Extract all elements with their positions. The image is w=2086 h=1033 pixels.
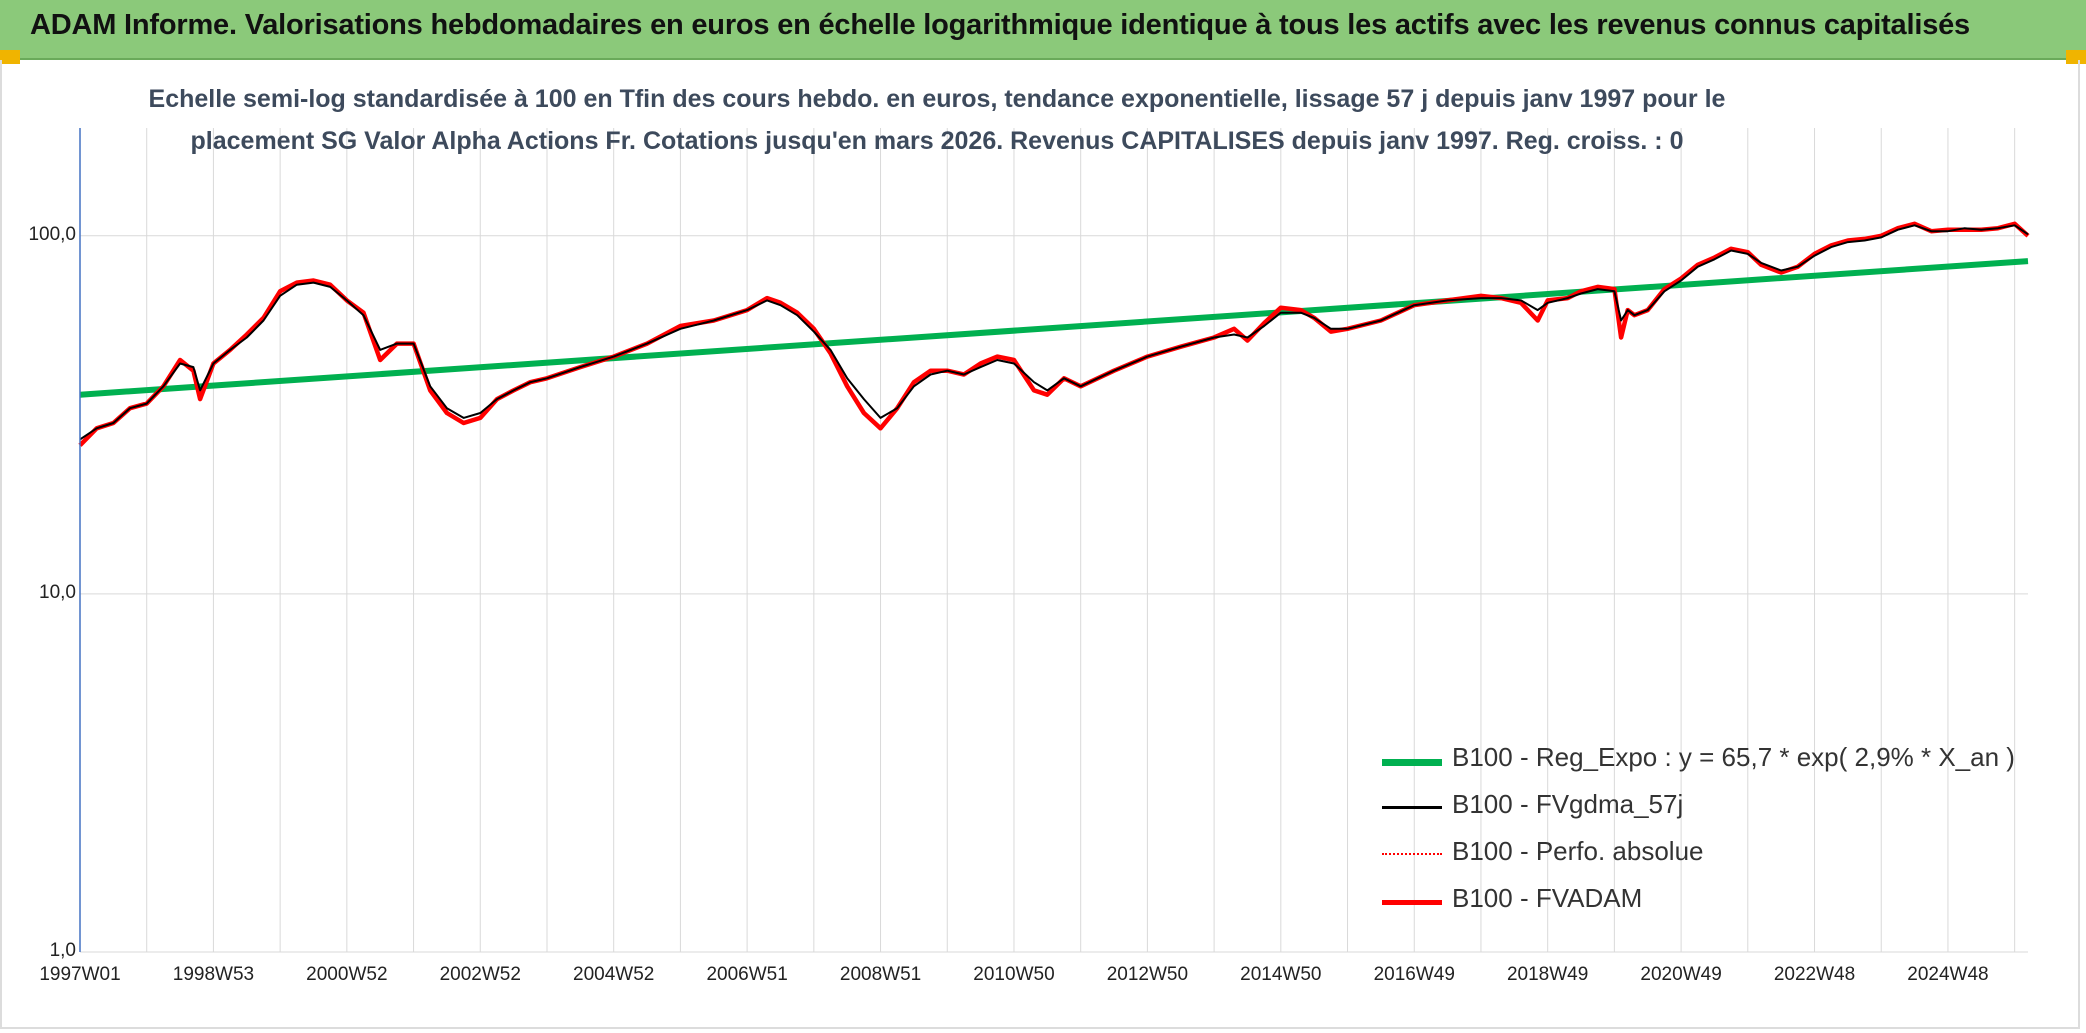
chart-title-line-1: Echelle semi-log standardisée à 100 en T… (148, 85, 1726, 113)
x-tick-label: 2020W49 (1640, 964, 1722, 985)
x-tick-label: 2006W51 (706, 964, 788, 985)
series-line-smoothed (79, 224, 2029, 441)
x-tick-label: 1998W53 (172, 964, 255, 985)
corner-marker-right (2066, 50, 2086, 64)
corner-marker-left (0, 50, 20, 64)
x-tick-label: 2002W52 (439, 964, 521, 985)
x-tick-label: 2012W50 (1106, 964, 1189, 985)
x-tick-label: 2018W49 (1506, 964, 1589, 985)
chart-title-line-2: placement SG Valor Alpha Actions Fr. Cot… (190, 127, 1684, 155)
x-tick-label: 2016W49 (1373, 964, 1455, 985)
x-tick-label: 2004W52 (573, 964, 655, 985)
legend-label-perfo: B100 - Perfo. absolue (1452, 836, 1704, 866)
y-tick-label: 10,0 (39, 581, 76, 603)
y-tick-label: 100,0 (28, 223, 76, 245)
x-tick-label: 2008W51 (839, 964, 922, 985)
legend-label-regression: B100 - Reg_Expo : y = 65,7 * exp( 2,9% *… (1452, 742, 2015, 772)
series-line-perfo (79, 223, 2029, 446)
x-tick-label: 2024W48 (1907, 964, 1989, 985)
chart-area: Echelle semi-log standardisée à 100 en T… (0, 60, 2080, 1029)
x-tick-label: 2014W50 (1240, 964, 1322, 985)
series-line-regression (79, 258, 2029, 398)
legend-label-smoothed: B100 - FVgdma_57j (1452, 789, 1684, 819)
legend-label-fvadam: B100 - FVADAM (1452, 883, 1643, 913)
legend-swatch-smoothed (1382, 806, 1442, 809)
series-lines (78, 221, 2030, 447)
x-tick-label: 2000W52 (306, 964, 388, 985)
legend-swatch-perfo (1382, 853, 1442, 855)
report-banner: ADAM Informe. Valorisations hebdomadaire… (0, 0, 2086, 60)
legend-swatch-regression (1382, 759, 1442, 766)
report-title: ADAM Informe. Valorisations hebdomadaire… (30, 9, 1970, 41)
x-tick-label: 2010W50 (973, 964, 1055, 985)
chart-canvas (78, 128, 2030, 953)
grid-lines (79, 128, 2028, 953)
x-tick-label: 2022W48 (1773, 964, 1856, 985)
legend-swatch-fvadam (1382, 900, 1442, 905)
y-tick-label: 1,0 (49, 940, 76, 961)
x-tick-label: 1997W01 (39, 964, 121, 985)
